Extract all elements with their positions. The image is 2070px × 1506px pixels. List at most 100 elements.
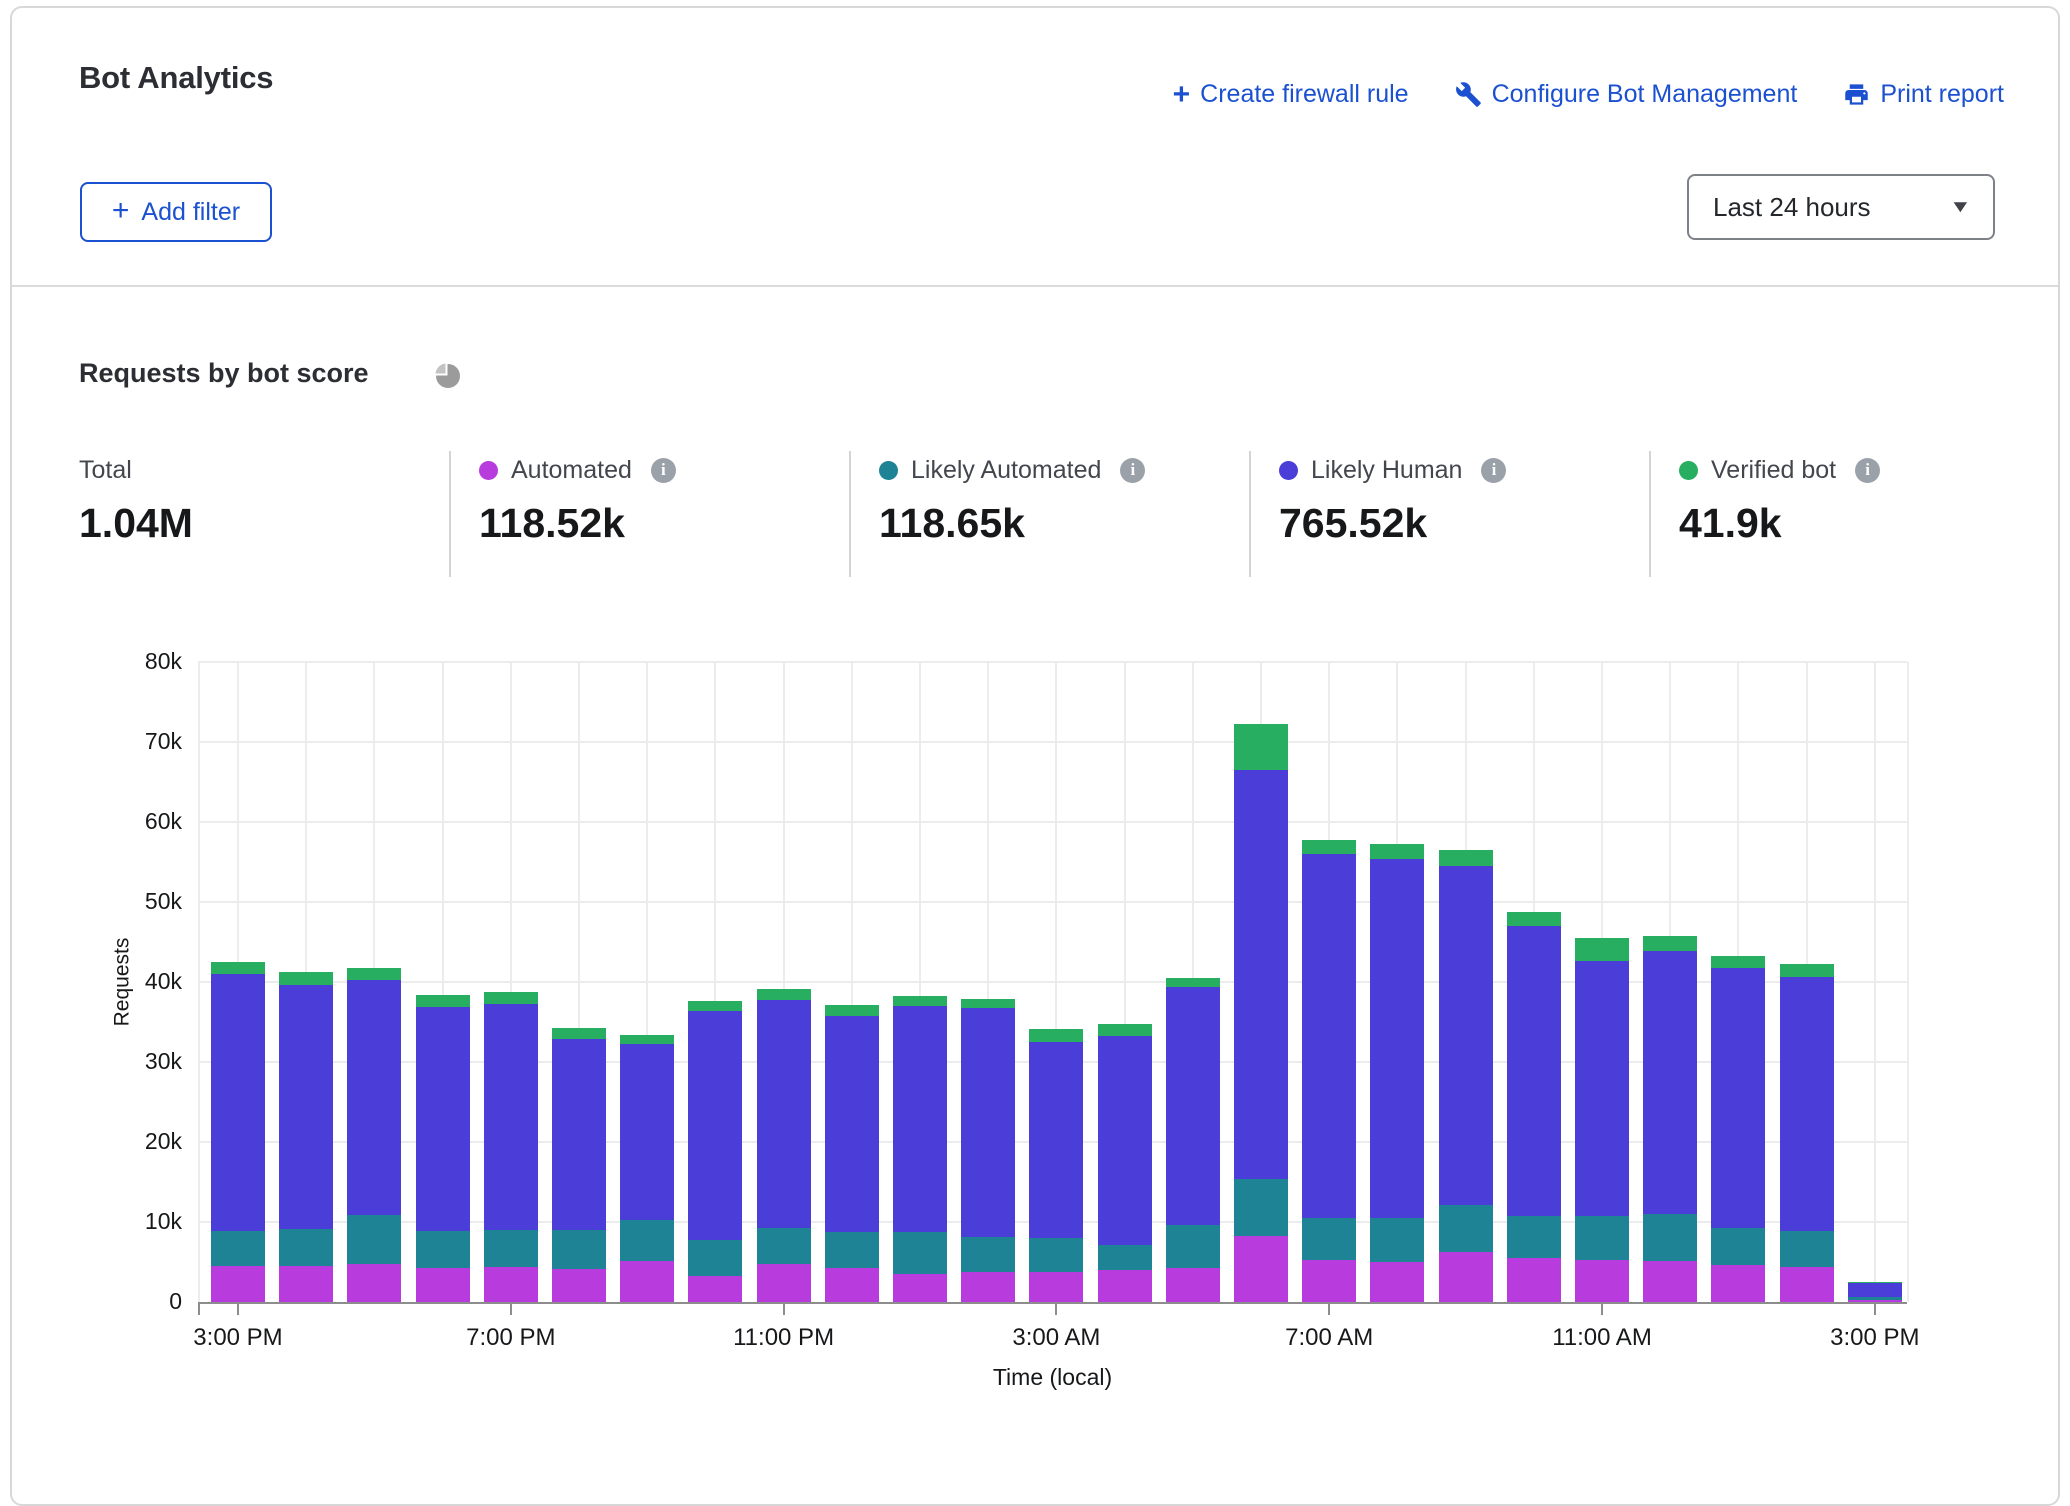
- create-firewall-rule-link[interactable]: + Create firewall rule: [1173, 79, 1409, 109]
- bar-segment-likely-human[interactable]: [1506, 926, 1561, 1217]
- bar-segment-verified-bot[interactable]: [1711, 955, 1766, 968]
- bar-segment-automated[interactable]: [347, 1263, 402, 1302]
- bar-segment-automated[interactable]: [483, 1266, 538, 1302]
- info-icon[interactable]: i: [1855, 457, 1881, 483]
- bar-segment-likely-automated[interactable]: [1711, 1228, 1766, 1266]
- bar-segment-likely-automated[interactable]: [483, 1230, 538, 1267]
- bar-segment-likely-automated[interactable]: [1302, 1218, 1357, 1261]
- bar-segment-likely-automated[interactable]: [552, 1230, 606, 1270]
- bar-segment-automated[interactable]: [1711, 1265, 1766, 1302]
- bar-segment-likely-automated[interactable]: [961, 1237, 1016, 1273]
- bar-segment-likely-automated[interactable]: [1643, 1214, 1698, 1262]
- bar-segment-likely-human[interactable]: [1234, 770, 1288, 1179]
- bar-segment-likely-automated[interactable]: [1847, 1297, 1902, 1300]
- bar-segment-verified-bot[interactable]: [1779, 963, 1834, 978]
- bar-segment-likely-human[interactable]: [347, 980, 402, 1215]
- bar-segment-verified-bot[interactable]: [961, 998, 1016, 1009]
- bar-segment-verified-bot[interactable]: [1643, 936, 1698, 951]
- bar-segment-likely-automated[interactable]: [1779, 1230, 1834, 1267]
- bar-segment-likely-human[interactable]: [1438, 866, 1493, 1206]
- bar-segment-automated[interactable]: [1302, 1260, 1357, 1302]
- bar-segment-automated[interactable]: [1097, 1270, 1152, 1302]
- bar-segment-verified-bot[interactable]: [211, 962, 265, 974]
- bar-segment-likely-automated[interactable]: [893, 1231, 947, 1274]
- bar-segment-verified-bot[interactable]: [1506, 911, 1561, 926]
- bar-segment-automated[interactable]: [1370, 1262, 1425, 1302]
- bar-segment-verified-bot[interactable]: [1370, 843, 1425, 859]
- bar-segment-automated[interactable]: [1643, 1261, 1698, 1302]
- bar-segment-verified-bot[interactable]: [1097, 1024, 1152, 1036]
- bar-segment-verified-bot[interactable]: [824, 1005, 879, 1016]
- bar-segment-likely-human[interactable]: [415, 1006, 470, 1231]
- info-icon[interactable]: i: [1120, 457, 1146, 483]
- bar-segment-verified-bot[interactable]: [483, 992, 538, 1004]
- bar-segment-likely-human[interactable]: [279, 985, 334, 1230]
- bar-segment-verified-bot[interactable]: [1575, 938, 1629, 962]
- bar-segment-automated[interactable]: [893, 1274, 947, 1302]
- bar-segment-verified-bot[interactable]: [756, 989, 811, 1000]
- bar-segment-likely-human[interactable]: [552, 1038, 606, 1230]
- bar-segment-likely-human[interactable]: [211, 974, 265, 1231]
- bar-segment-likely-human[interactable]: [756, 999, 811, 1228]
- bar-segment-likely-human[interactable]: [688, 1010, 743, 1241]
- bar-segment-automated[interactable]: [1438, 1252, 1493, 1302]
- bar-segment-likely-human[interactable]: [1165, 986, 1220, 1226]
- bar-segment-likely-automated[interactable]: [1506, 1216, 1561, 1258]
- print-report-link[interactable]: Print report: [1843, 80, 2004, 109]
- bar-segment-automated[interactable]: [824, 1268, 879, 1302]
- bar-segment-likely-automated[interactable]: [211, 1230, 265, 1266]
- bar-segment-automated[interactable]: [961, 1272, 1016, 1302]
- bar-segment-automated[interactable]: [1847, 1299, 1902, 1302]
- bar-segment-likely-human[interactable]: [1370, 858, 1425, 1218]
- bar-segment-verified-bot[interactable]: [620, 1034, 675, 1045]
- bar-segment-automated[interactable]: [415, 1268, 470, 1302]
- configure-bot-management-link[interactable]: Configure Bot Management: [1455, 80, 1797, 109]
- bar-segment-likely-human[interactable]: [824, 1015, 879, 1232]
- info-icon[interactable]: i: [650, 457, 676, 483]
- bar-segment-automated[interactable]: [620, 1261, 675, 1302]
- bar-segment-verified-bot[interactable]: [1234, 724, 1288, 770]
- bar-segment-automated[interactable]: [1779, 1266, 1834, 1302]
- bar-segment-likely-human[interactable]: [1643, 950, 1698, 1214]
- bar-segment-likely-automated[interactable]: [824, 1231, 879, 1269]
- timeframe-dropdown[interactable]: Last 24 hours ▼: [1687, 174, 1995, 240]
- bar-segment-likely-human[interactable]: [483, 1003, 538, 1230]
- bar-segment-automated[interactable]: [1575, 1260, 1629, 1302]
- bar-segment-likely-automated[interactable]: [1165, 1225, 1220, 1268]
- bar-segment-likely-automated[interactable]: [1029, 1238, 1084, 1272]
- bar-segment-likely-human[interactable]: [1029, 1042, 1084, 1238]
- bar-segment-likely-human[interactable]: [961, 1008, 1016, 1238]
- bar-segment-likely-automated[interactable]: [688, 1240, 743, 1276]
- info-icon[interactable]: i: [1481, 457, 1507, 483]
- bar-segment-verified-bot[interactable]: [893, 996, 947, 1006]
- bar-segment-likely-human[interactable]: [1575, 961, 1629, 1217]
- bar-segment-likely-human[interactable]: [1302, 854, 1357, 1218]
- bar-segment-verified-bot[interactable]: [1029, 1029, 1084, 1042]
- bar-segment-verified-bot[interactable]: [1165, 978, 1220, 987]
- bar-segment-likely-automated[interactable]: [1234, 1178, 1288, 1236]
- bar-segment-likely-human[interactable]: [620, 1044, 675, 1220]
- add-filter-button[interactable]: + Add filter: [80, 182, 272, 242]
- bar-segment-likely-automated[interactable]: [756, 1227, 811, 1265]
- bar-segment-likely-automated[interactable]: [279, 1229, 334, 1266]
- bar-segment-automated[interactable]: [1029, 1271, 1084, 1302]
- bar-segment-likely-human[interactable]: [1711, 967, 1766, 1229]
- bar-segment-likely-automated[interactable]: [1370, 1218, 1425, 1262]
- bar-segment-likely-automated[interactable]: [415, 1230, 470, 1269]
- bar-segment-automated[interactable]: [1165, 1267, 1220, 1302]
- bar-segment-likely-automated[interactable]: [1438, 1205, 1493, 1253]
- bar-segment-verified-bot[interactable]: [347, 968, 402, 981]
- bar-segment-likely-automated[interactable]: [1097, 1245, 1152, 1270]
- bar-segment-likely-human[interactable]: [893, 1006, 947, 1232]
- bar-segment-automated[interactable]: [552, 1269, 606, 1302]
- bar-segment-likely-automated[interactable]: [1575, 1216, 1629, 1261]
- bar-segment-verified-bot[interactable]: [1847, 1282, 1902, 1283]
- bar-segment-likely-human[interactable]: [1779, 977, 1834, 1231]
- bar-segment-verified-bot[interactable]: [1438, 850, 1493, 866]
- bar-segment-automated[interactable]: [1506, 1258, 1561, 1302]
- bar-segment-automated[interactable]: [279, 1266, 334, 1302]
- bar-segment-likely-human[interactable]: [1097, 1035, 1152, 1246]
- bar-segment-likely-automated[interactable]: [620, 1219, 675, 1262]
- bar-segment-automated[interactable]: [1234, 1235, 1288, 1302]
- bar-segment-verified-bot[interactable]: [1302, 839, 1357, 854]
